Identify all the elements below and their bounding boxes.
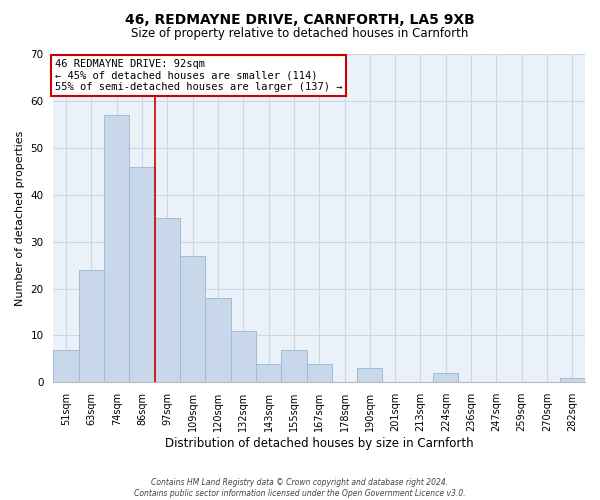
Text: 46 REDMAYNE DRIVE: 92sqm
← 45% of detached houses are smaller (114)
55% of semi-: 46 REDMAYNE DRIVE: 92sqm ← 45% of detach… (55, 58, 342, 92)
Y-axis label: Number of detached properties: Number of detached properties (15, 130, 25, 306)
Bar (205, 298, 230, 382)
Bar (53, 350, 79, 382)
Text: Contains HM Land Registry data © Crown copyright and database right 2024.
Contai: Contains HM Land Registry data © Crown c… (134, 478, 466, 498)
Bar (230, 330, 256, 382)
X-axis label: Distribution of detached houses by size in Carnforth: Distribution of detached houses by size … (165, 437, 473, 450)
Bar (104, 115, 130, 382)
Bar (307, 364, 332, 382)
Bar (357, 368, 382, 382)
Bar (433, 373, 458, 382)
Text: Size of property relative to detached houses in Carnforth: Size of property relative to detached ho… (131, 28, 469, 40)
Bar (256, 364, 281, 382)
Bar (130, 166, 155, 382)
Text: 46, REDMAYNE DRIVE, CARNFORTH, LA5 9XB: 46, REDMAYNE DRIVE, CARNFORTH, LA5 9XB (125, 12, 475, 26)
Bar (180, 256, 205, 382)
Bar (281, 350, 307, 382)
Bar (560, 378, 585, 382)
Bar (155, 218, 180, 382)
Bar (79, 270, 104, 382)
